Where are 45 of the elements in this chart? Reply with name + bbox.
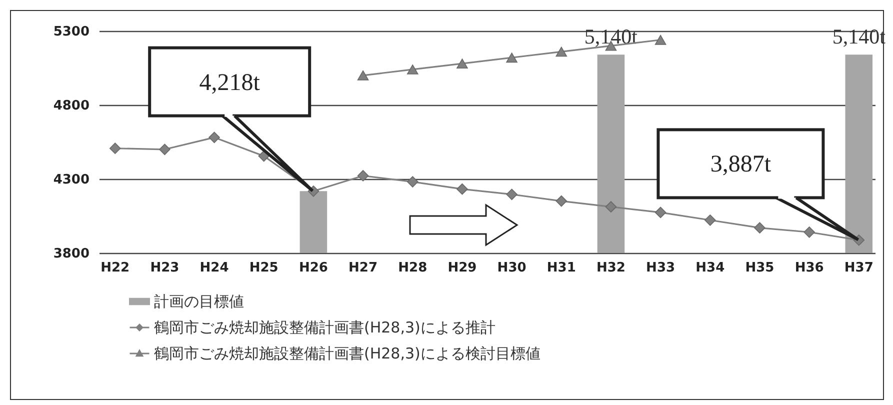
x-tick-label: H25: [249, 260, 278, 276]
point: [804, 226, 815, 238]
point: [159, 144, 170, 156]
point: [109, 142, 121, 154]
x-tick-label: H34: [696, 260, 725, 276]
point: [357, 70, 369, 80]
point: [556, 195, 568, 207]
x-tick-label: H26: [298, 260, 328, 276]
x-tick-label: H24: [200, 260, 229, 276]
x-tick-label: H29: [448, 260, 477, 276]
legend-label: 鶴岡市ごみ焼却施設整備計画書(H28,3)による検討目標値: [154, 344, 540, 362]
x-tick-label: H22: [100, 260, 130, 276]
y-tick-label: 5300: [53, 24, 90, 40]
point: [406, 64, 418, 74]
point: [754, 222, 766, 234]
x-tick-label: H33: [646, 260, 676, 276]
y-tick-label: 4800: [53, 98, 90, 114]
x-tick-label: H31: [546, 260, 576, 276]
point: [456, 183, 468, 195]
point: [208, 132, 220, 144]
annotation: 3,887t: [710, 152, 772, 178]
point: [556, 46, 568, 57]
x-tick-label: H30: [497, 260, 526, 276]
annotation: 4,218t: [199, 70, 260, 96]
point: [357, 170, 369, 182]
point: [654, 206, 666, 218]
x-tick-label: H27: [348, 260, 378, 276]
point: [506, 188, 518, 200]
x-tick-label: H35: [745, 260, 774, 276]
legend-label: 計画の目標値: [154, 292, 244, 310]
point: [704, 214, 716, 226]
x-tick-label: H23: [150, 260, 180, 276]
x-tick-label: H36: [794, 260, 824, 276]
x-tick-label: H32: [596, 260, 626, 276]
y-tick-label: 3800: [53, 246, 90, 262]
point: [456, 58, 468, 68]
point: [605, 201, 617, 212]
y-tick-label: 4300: [53, 172, 90, 188]
data-label: 5,140t: [584, 24, 638, 49]
x-tick-label: H37: [844, 260, 874, 276]
x-tick-label: H28: [398, 260, 428, 276]
point: [406, 176, 418, 188]
point: [506, 52, 518, 63]
legend-label: 鶴岡市ごみ焼却施設整備計画書(H28,3)による推計: [154, 318, 496, 336]
point: [654, 34, 666, 45]
